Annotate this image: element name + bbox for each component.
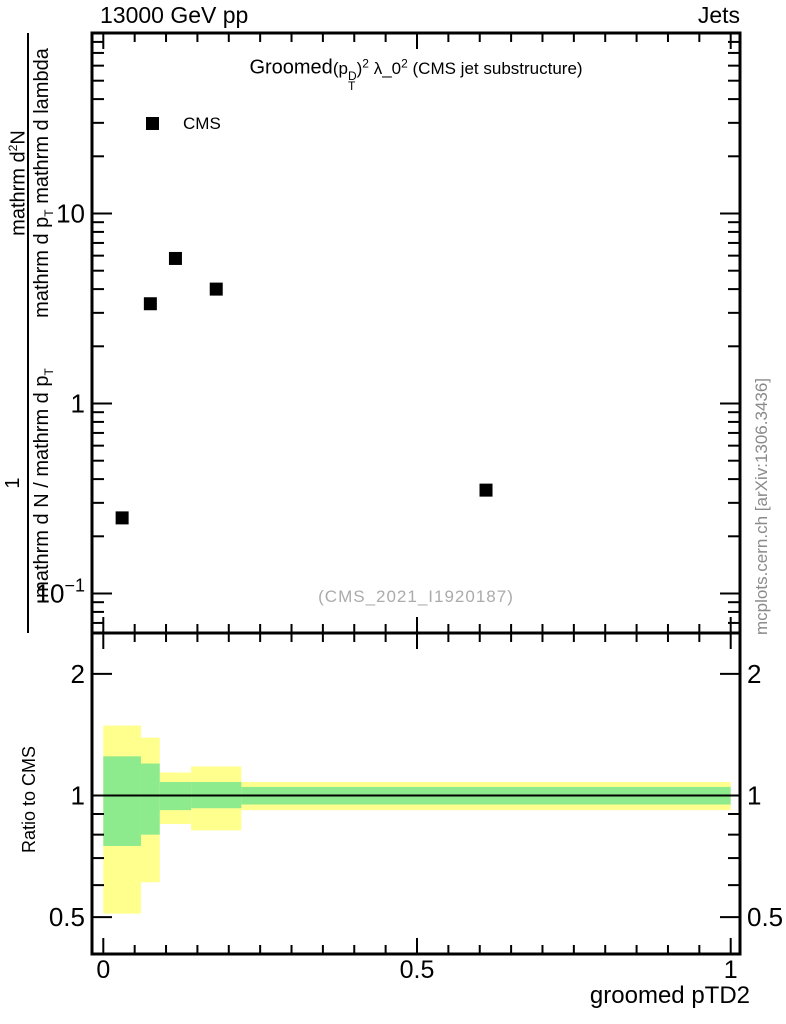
title-observable: (p D T)2 λ_02 (CMS jet substructure) [332,56,583,93]
ratio-tick-label-left: 1 [71,781,85,811]
data-point [168,251,182,265]
legend-square-marker-icon [146,117,159,130]
ratio-tick-label-right: 1 [747,781,761,811]
x-axis-tick-label: 0.5 [400,956,435,984]
legend-label: CMS [183,114,221,133]
data-point [143,297,157,311]
ylabel-fraction-bar [27,33,29,633]
x-axis-label: groomed pTD2 [589,982,750,1009]
x-axis-tick-label: 0 [96,956,110,984]
plot-title: Groomed(p D T)2 λ_02 (CMS jet substructure… [92,56,740,93]
header-beam-energy: 13000 GeV pp [100,2,249,28]
ylabel-numerator-1: 1 [2,477,24,489]
ratio-tick-label-right: 0.5 [747,902,783,932]
ylabel-denominator-1: mathrm d N / mathrm d pT [31,368,56,598]
title-suffix: (CMS jet substructure) [407,58,583,78]
data-point [209,282,223,296]
y-axis-tick-label: 1 [71,389,85,419]
mcplots-reference-note: mcplots.cern.ch [arXiv:1306.3436] [752,377,771,635]
ylabel-denominator-2: mathrm d pT mathrm d lambda [31,48,56,318]
ratio-tick-label-left: 2 [71,659,85,689]
x-axis-tick-label: 1 [724,956,738,984]
header-analysis-group: Jets [697,2,740,28]
ratio-band-inner [103,756,141,846]
title-prefix: Groomed [249,56,333,79]
analysis-id-watermark: (CMS_2021_I1920187) [318,587,514,606]
y-axis-tick-label: 10 [56,199,85,229]
main-y-axis-label: 1 mathrm d N / mathrm d pT mathrm d2N ma… [1,33,57,633]
y-axis-tick-label: 10−1 [36,576,85,609]
ratio-y-axis-label: Ratio to CMS [19,745,39,853]
ylabel-numerator-2: mathrm d2N [6,130,30,236]
ratio-band-inner [140,763,160,835]
data-point [115,511,129,525]
ratio-tick-label-left: 0.5 [49,902,85,932]
ratio-tick-label-right: 2 [747,659,761,689]
data-point [479,483,493,497]
